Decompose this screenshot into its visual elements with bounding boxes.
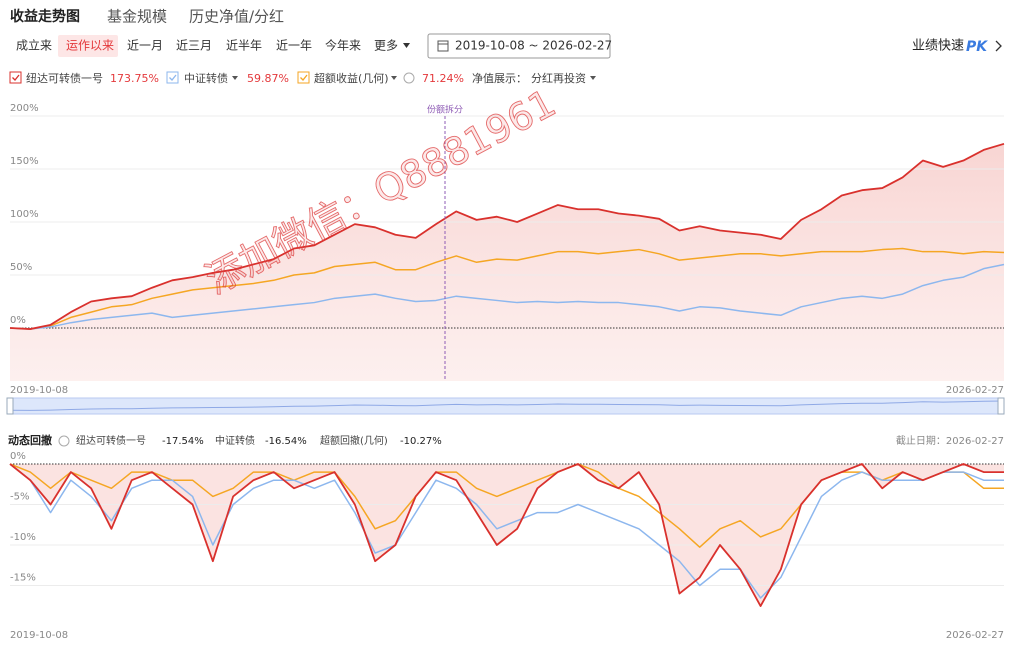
legend-value: -10.27% bbox=[400, 436, 442, 447]
series-line bbox=[9, 463, 1004, 607]
x-tick-label: 2026-02-27 bbox=[946, 385, 1004, 396]
legend-name: 纽达可转债一号 bbox=[76, 434, 146, 447]
y-tick-label: -15% bbox=[10, 573, 36, 584]
nav-display-label: 净值展示： bbox=[472, 71, 527, 85]
navigator-line bbox=[9, 400, 1005, 411]
dropdown-arrow bbox=[391, 76, 397, 80]
period-active-bg bbox=[58, 35, 118, 57]
navigator bbox=[9, 397, 1005, 415]
date-range-box[interactable] bbox=[427, 33, 611, 59]
legend-value: -16.54% bbox=[265, 436, 307, 447]
tab[interactable]: 基金规模 bbox=[107, 8, 167, 26]
legend-value: 71.24% bbox=[422, 72, 464, 85]
y-tick-label: -5% bbox=[10, 492, 29, 503]
series-line bbox=[9, 142, 1005, 330]
x-tick-label: 2019-10-08 bbox=[10, 630, 68, 641]
charts: 0% 50% 100% 150% 200% 2019-10-08 2026-02-27 份额拆… bbox=[6, 103, 1005, 641]
area bbox=[10, 464, 1004, 607]
drawdown-legend: 纽达可转债一号 -17.54% 中证转债 -16.54% 超额回撤(几何) -10.27% bbox=[76, 434, 442, 447]
period-button[interactable]: 运作以来 bbox=[66, 39, 114, 53]
series-line bbox=[9, 463, 1004, 599]
legend-name: 中证转债 bbox=[184, 71, 228, 85]
checkmark bbox=[169, 74, 177, 81]
drawdown-title: 动态回撤 bbox=[8, 433, 52, 447]
period-button[interactable]: 成立来 bbox=[16, 38, 52, 53]
calendar-icon bbox=[437, 40, 449, 52]
legend-name: 超额回撤(几何) bbox=[320, 434, 388, 447]
period-button[interactable]: 近半年 bbox=[226, 39, 262, 53]
as-of-date: 截止日期：2026-02-27 bbox=[896, 434, 1004, 447]
tab[interactable]: 收益走势图 bbox=[10, 8, 80, 25]
dropdown-arrow bbox=[590, 76, 596, 80]
period-button[interactable]: 近一月 bbox=[127, 39, 163, 53]
y-tick-label: 100% bbox=[10, 209, 39, 220]
period-button[interactable]: 近三月 bbox=[176, 39, 212, 53]
date-range: 2019-10-08 ~ 2026-02-27 bbox=[455, 39, 612, 53]
split-annotation: 份额拆分 bbox=[427, 104, 463, 116]
y-tick-label: 0% bbox=[10, 315, 26, 326]
tab[interactable]: 历史净值/分红 bbox=[189, 8, 284, 26]
checkmark bbox=[300, 74, 308, 81]
legend-checkbox[interactable] bbox=[9, 71, 22, 84]
series-line bbox=[9, 263, 1005, 330]
legend-name: 超额收益(几何) bbox=[314, 71, 389, 85]
y-tick-label: 50% bbox=[10, 262, 32, 273]
legend: 纽达可转债一号 173.75% 中证转债 59.87% 超额收益(几何) 71.24% bbox=[9, 71, 464, 85]
pk-label[interactable]: 业绩快速 bbox=[912, 39, 964, 54]
x-tick-label: 2026-02-27 bbox=[946, 630, 1004, 641]
legend-value: -17.54% bbox=[162, 436, 204, 447]
series-line bbox=[9, 247, 1005, 330]
nav-display-value[interactable]: 分红再投资 bbox=[531, 71, 586, 85]
period-button[interactable]: 更多 bbox=[374, 39, 398, 53]
legend-name: 纽达可转债一号 bbox=[26, 71, 103, 85]
info-icon[interactable] bbox=[58, 435, 70, 447]
legend-value: 59.87% bbox=[247, 72, 289, 85]
checkmark bbox=[12, 74, 20, 81]
legend-name: 中证转债 bbox=[215, 434, 255, 447]
navigator-handle[interactable] bbox=[997, 397, 1005, 415]
y-tick-label: 150% bbox=[10, 156, 39, 167]
x-tick-label: 2019-10-08 bbox=[10, 385, 68, 396]
y-tick-label: 200% bbox=[10, 103, 39, 114]
dropdown-arrow bbox=[403, 43, 410, 48]
period-button[interactable]: 近一年 bbox=[276, 39, 312, 53]
dropdown-arrow bbox=[232, 76, 238, 80]
y-tick-label: 0% bbox=[10, 451, 26, 462]
legend-checkbox[interactable] bbox=[166, 71, 179, 84]
chevron bbox=[995, 40, 1002, 52]
navigator-handle[interactable] bbox=[6, 397, 14, 415]
y-tick-label: -10% bbox=[10, 532, 36, 543]
legend-value: 173.75% bbox=[110, 72, 159, 85]
area bbox=[10, 143, 1004, 381]
period-button[interactable]: 今年来 bbox=[325, 38, 361, 53]
pk-badge[interactable]: PK bbox=[966, 39, 988, 55]
info-icon[interactable] bbox=[403, 72, 415, 84]
legend-checkbox[interactable] bbox=[297, 71, 310, 84]
